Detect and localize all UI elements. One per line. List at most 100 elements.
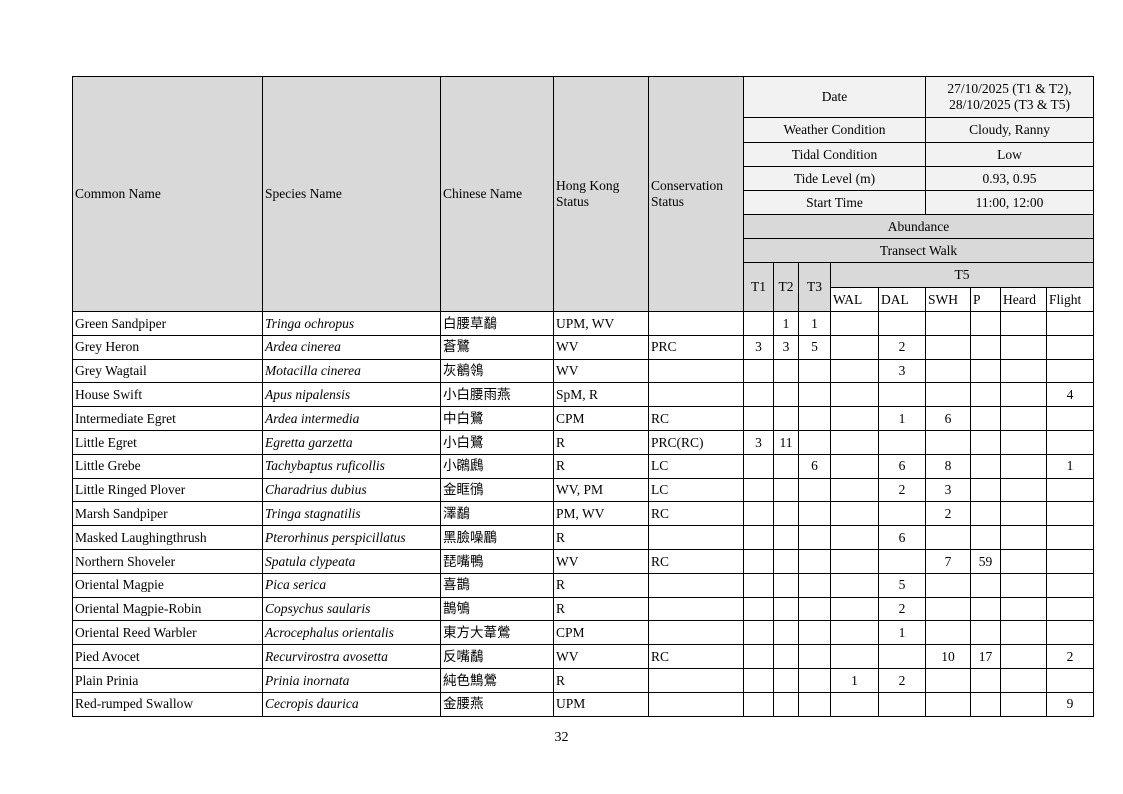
species-name-cell: Cecropis daurica [262,691,441,717]
count-heard-cell [1000,382,1048,408]
count-flight-cell [1046,667,1095,693]
header-swh: SWH [925,287,972,312]
count-wal-cell [830,406,879,431]
table-row: Masked Laughingthrush Pterorhinus perspic… [72,525,1095,550]
count-wal-cell [830,644,879,669]
common-name-cell: Grey Heron [72,334,263,360]
count-t1-cell [743,311,774,336]
weather-value: Cloudy, Ranny [925,117,1095,143]
common-name-cell: Northern Shoveler [72,548,263,574]
count-wal-cell [830,620,879,646]
count-heard-cell [1000,548,1048,574]
count-wal-cell [830,691,879,717]
common-name-cell: Little Ringed Plover [72,477,263,503]
count-t1-cell [743,644,774,669]
species-name-cell: Pterorhinus perspicillatus [262,525,441,550]
count-heard-cell [1000,691,1048,717]
header-dal: DAL [877,287,927,312]
conservation-status-cell: RC [648,548,744,574]
count-heard-cell [1000,406,1048,431]
count-p-cell: 59 [970,548,1002,574]
table-body: Green Sandpiper Tringa ochropus 白腰草鷸 UPM, W… [72,311,1095,717]
count-dal-cell: 2 [877,477,927,503]
count-t1-cell [743,596,774,622]
count-dal-cell: 1 [877,406,927,431]
conservation-status-cell [648,382,744,408]
count-t1-cell: 3 [743,334,774,360]
count-t1-cell [743,572,774,598]
count-t3-cell [798,406,831,431]
count-wal-cell: 1 [830,667,879,693]
count-wal-cell [830,453,879,479]
table-row: Oriental Reed Warbler Acrocephalus orient… [72,620,1095,646]
count-t2-cell [773,477,799,503]
conservation-status-cell: RC [648,501,744,527]
header-t1: T1 [743,262,774,312]
table-row: Little Egret Egretta garzetta 小白鷺 R PRC(RC) 3… [72,429,1095,455]
header-p: P [970,287,1002,312]
chinese-name-cell: 小白鷺 [440,429,554,455]
count-swh-cell [925,691,972,717]
count-swh-cell [925,525,972,550]
count-t1-cell [743,620,774,646]
count-heard-cell [1000,644,1048,669]
species-name-cell: Spatula clypeata [262,548,441,574]
count-flight-cell [1046,501,1095,527]
count-dal-cell: 1 [877,620,927,646]
count-t1-cell [743,667,774,693]
header-t2: T2 [773,262,799,312]
count-swh-cell [925,334,972,360]
hk-status-cell: R [553,453,649,479]
conservation-status-cell: LC [648,477,744,503]
count-t2-cell: 1 [773,311,799,336]
table-row: Grey Wagtail Motacilla cinerea 灰鶺鴒 WV 3 [72,358,1095,384]
species-name-cell: Recurvirostra avosetta [262,644,441,669]
species-name-cell: Ardea cinerea [262,334,441,360]
conservation-status-cell [648,691,744,717]
common-name-cell: Oriental Reed Warbler [72,620,263,646]
species-name-cell: Tachybaptus ruficollis [262,453,441,479]
chinese-name-cell: 東方大葦鶯 [440,620,554,646]
conservation-status-cell [648,596,744,622]
conservation-status-cell [648,358,744,384]
conservation-status-cell: RC [648,406,744,431]
count-swh-cell [925,596,972,622]
table-row: Oriental Magpie Pica serica 喜鵲 R 5 [72,572,1095,598]
count-flight-cell [1046,525,1095,550]
count-t2-cell [773,548,799,574]
start-time-value: 11:00, 12:00 [925,190,1095,215]
count-flight-cell [1046,311,1095,336]
header-t3: T3 [798,262,831,312]
count-t2-cell [773,525,799,550]
count-t3-cell [798,501,831,527]
count-heard-cell [1000,596,1048,622]
count-flight-cell: 9 [1046,691,1095,717]
header-flight: Flight [1046,287,1095,312]
count-flight-cell [1046,429,1095,455]
table-row: Little Grebe Tachybaptus ruficollis 小鸊鷉 R LC… [72,453,1095,479]
abundance-header: Abundance [742,214,1095,239]
chinese-name-cell: 小白腰雨燕 [440,382,554,408]
chinese-name-cell: 鵲鴝 [440,596,554,622]
count-swh-cell: 8 [925,453,972,479]
count-flight-cell [1046,620,1095,646]
common-name-cell: Oriental Magpie [72,572,263,598]
hk-status-cell: R [553,525,649,550]
count-p-cell [970,691,1002,717]
count-dal-cell: 2 [877,334,927,360]
count-t1-cell [743,406,774,431]
count-t2-cell [773,382,799,408]
hk-status-cell: CPM [553,406,649,431]
count-swh-cell [925,572,972,598]
count-wal-cell [830,501,879,527]
table-row: Marsh Sandpiper Tringa stagnatilis 澤鷸 PM, W… [72,501,1095,527]
count-wal-cell [830,429,879,455]
hk-status-cell: WV [553,548,649,574]
chinese-name-cell: 金眶鴴 [440,477,554,503]
count-swh-cell [925,667,972,693]
count-t1-cell [743,477,774,503]
table-row: Northern Shoveler Spatula clypeata 琵嘴鴨 WV RC… [72,548,1095,574]
hk-status-cell: UPM [553,691,649,717]
count-dal-cell [877,548,927,574]
count-t2-cell [773,572,799,598]
